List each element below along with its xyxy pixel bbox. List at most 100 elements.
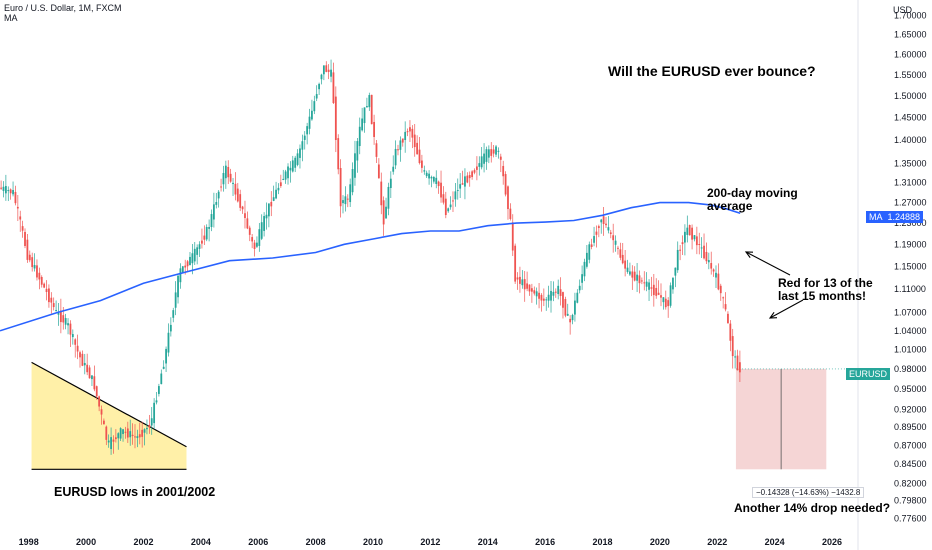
y-tick-label: 0.98000 bbox=[894, 364, 927, 374]
candle-body bbox=[172, 310, 175, 318]
candle-body bbox=[636, 274, 638, 281]
candle-body bbox=[74, 339, 77, 345]
candle-body bbox=[547, 294, 550, 301]
candle-body bbox=[710, 263, 713, 269]
candle-body bbox=[681, 242, 684, 245]
candle-body bbox=[717, 273, 720, 290]
candle-body bbox=[662, 297, 665, 303]
candle-body bbox=[719, 285, 722, 294]
candle-body bbox=[617, 247, 619, 249]
candle-body bbox=[167, 332, 170, 353]
candle-body bbox=[621, 254, 624, 264]
candle-body bbox=[141, 429, 144, 437]
candle-body bbox=[545, 299, 548, 301]
candle-body bbox=[153, 402, 156, 424]
x-tick-label: 2016 bbox=[535, 537, 555, 547]
candle-body bbox=[538, 292, 540, 299]
candle-body bbox=[24, 231, 26, 246]
candle-body bbox=[449, 204, 452, 208]
candle-body bbox=[361, 118, 364, 131]
y-tick-label: 0.82000 bbox=[894, 478, 927, 488]
candle-body bbox=[158, 386, 160, 394]
candle-body bbox=[404, 131, 407, 141]
y-tick-label: 0.84500 bbox=[894, 459, 927, 469]
candle-body bbox=[416, 142, 419, 155]
candle-body bbox=[554, 291, 557, 293]
last-price-tag[interactable]: EURUSD bbox=[846, 368, 891, 380]
candle-body bbox=[629, 271, 631, 275]
moving-average-line bbox=[0, 201, 741, 332]
candle-body bbox=[337, 138, 340, 170]
candle-body bbox=[392, 166, 395, 172]
candle-body bbox=[124, 431, 127, 433]
candle-body bbox=[695, 236, 698, 246]
candle-body bbox=[138, 434, 141, 438]
candle-body bbox=[205, 227, 208, 240]
candle-body bbox=[652, 284, 655, 296]
candle-body bbox=[45, 288, 48, 293]
candle-body bbox=[43, 283, 46, 288]
candle-body bbox=[468, 175, 471, 179]
candle-body bbox=[4, 186, 7, 194]
candle-body bbox=[664, 298, 667, 308]
y-tick-label: 0.87000 bbox=[894, 440, 927, 450]
candle-body bbox=[432, 176, 435, 182]
candle-body bbox=[260, 222, 263, 239]
candle-body bbox=[356, 141, 359, 161]
candle-body bbox=[624, 260, 627, 269]
candle-body bbox=[581, 274, 583, 283]
candle-body bbox=[729, 323, 732, 341]
candle-body bbox=[244, 213, 246, 219]
candle-body bbox=[291, 160, 294, 172]
candle-body bbox=[686, 227, 689, 235]
y-tick-label: 1.35000 bbox=[894, 158, 927, 168]
y-tick-label: 1.55000 bbox=[894, 70, 927, 80]
candle-body bbox=[311, 110, 313, 120]
candle-body bbox=[399, 140, 402, 150]
candle-body bbox=[272, 197, 275, 201]
candle-body bbox=[112, 439, 115, 442]
candle-body bbox=[413, 134, 416, 148]
candle-body bbox=[88, 367, 91, 379]
candle-body bbox=[103, 420, 105, 425]
ma-price-tag[interactable]: MA 1.24888 bbox=[866, 211, 924, 223]
candle-body bbox=[643, 282, 646, 284]
candle-body bbox=[100, 409, 103, 415]
candle-body bbox=[418, 149, 421, 164]
x-tick-label: 2004 bbox=[191, 537, 211, 547]
y-tick-label: 0.77600 bbox=[894, 514, 927, 524]
candle-body bbox=[452, 200, 454, 202]
candle-body bbox=[162, 366, 165, 369]
candle-body bbox=[212, 204, 215, 220]
y-tick-label: 1.15000 bbox=[894, 261, 927, 271]
candle-body bbox=[143, 429, 146, 433]
x-tick-label: 2018 bbox=[593, 537, 613, 547]
candle-body bbox=[739, 362, 741, 373]
candle-body bbox=[540, 294, 543, 301]
candle-body bbox=[296, 153, 299, 165]
x-tick-label: 2012 bbox=[420, 537, 440, 547]
candle-body bbox=[253, 242, 256, 249]
candle-body bbox=[535, 291, 538, 297]
candle-body bbox=[609, 232, 612, 234]
candle-body bbox=[504, 174, 507, 195]
candle-body bbox=[698, 243, 701, 245]
candle-body bbox=[607, 227, 610, 231]
candle-body bbox=[724, 304, 727, 310]
candle-body bbox=[583, 261, 586, 277]
candle-body bbox=[516, 277, 519, 280]
candle-body bbox=[55, 309, 57, 311]
candle-body bbox=[38, 272, 41, 280]
candle-body bbox=[421, 160, 423, 168]
candle-body bbox=[320, 74, 323, 80]
candle-body bbox=[358, 126, 361, 147]
candle-body bbox=[155, 400, 158, 403]
candle-body bbox=[174, 292, 177, 308]
candle-body bbox=[612, 235, 615, 241]
candle-body bbox=[26, 239, 29, 260]
candle-body bbox=[523, 279, 526, 290]
candle-body bbox=[79, 352, 81, 358]
candle-body bbox=[40, 277, 43, 285]
candle-body bbox=[430, 176, 433, 179]
